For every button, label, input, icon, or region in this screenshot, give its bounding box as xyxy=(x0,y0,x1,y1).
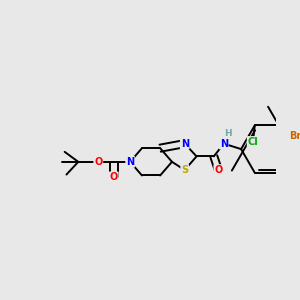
Text: O: O xyxy=(214,165,223,175)
Text: O: O xyxy=(94,157,102,167)
Text: Cl: Cl xyxy=(248,137,258,147)
Text: O: O xyxy=(110,172,118,182)
Text: N: N xyxy=(181,139,189,148)
Text: Br: Br xyxy=(289,131,300,141)
Text: H: H xyxy=(225,129,232,138)
Text: S: S xyxy=(181,165,188,175)
Text: N: N xyxy=(126,157,134,167)
Text: N: N xyxy=(220,139,228,148)
